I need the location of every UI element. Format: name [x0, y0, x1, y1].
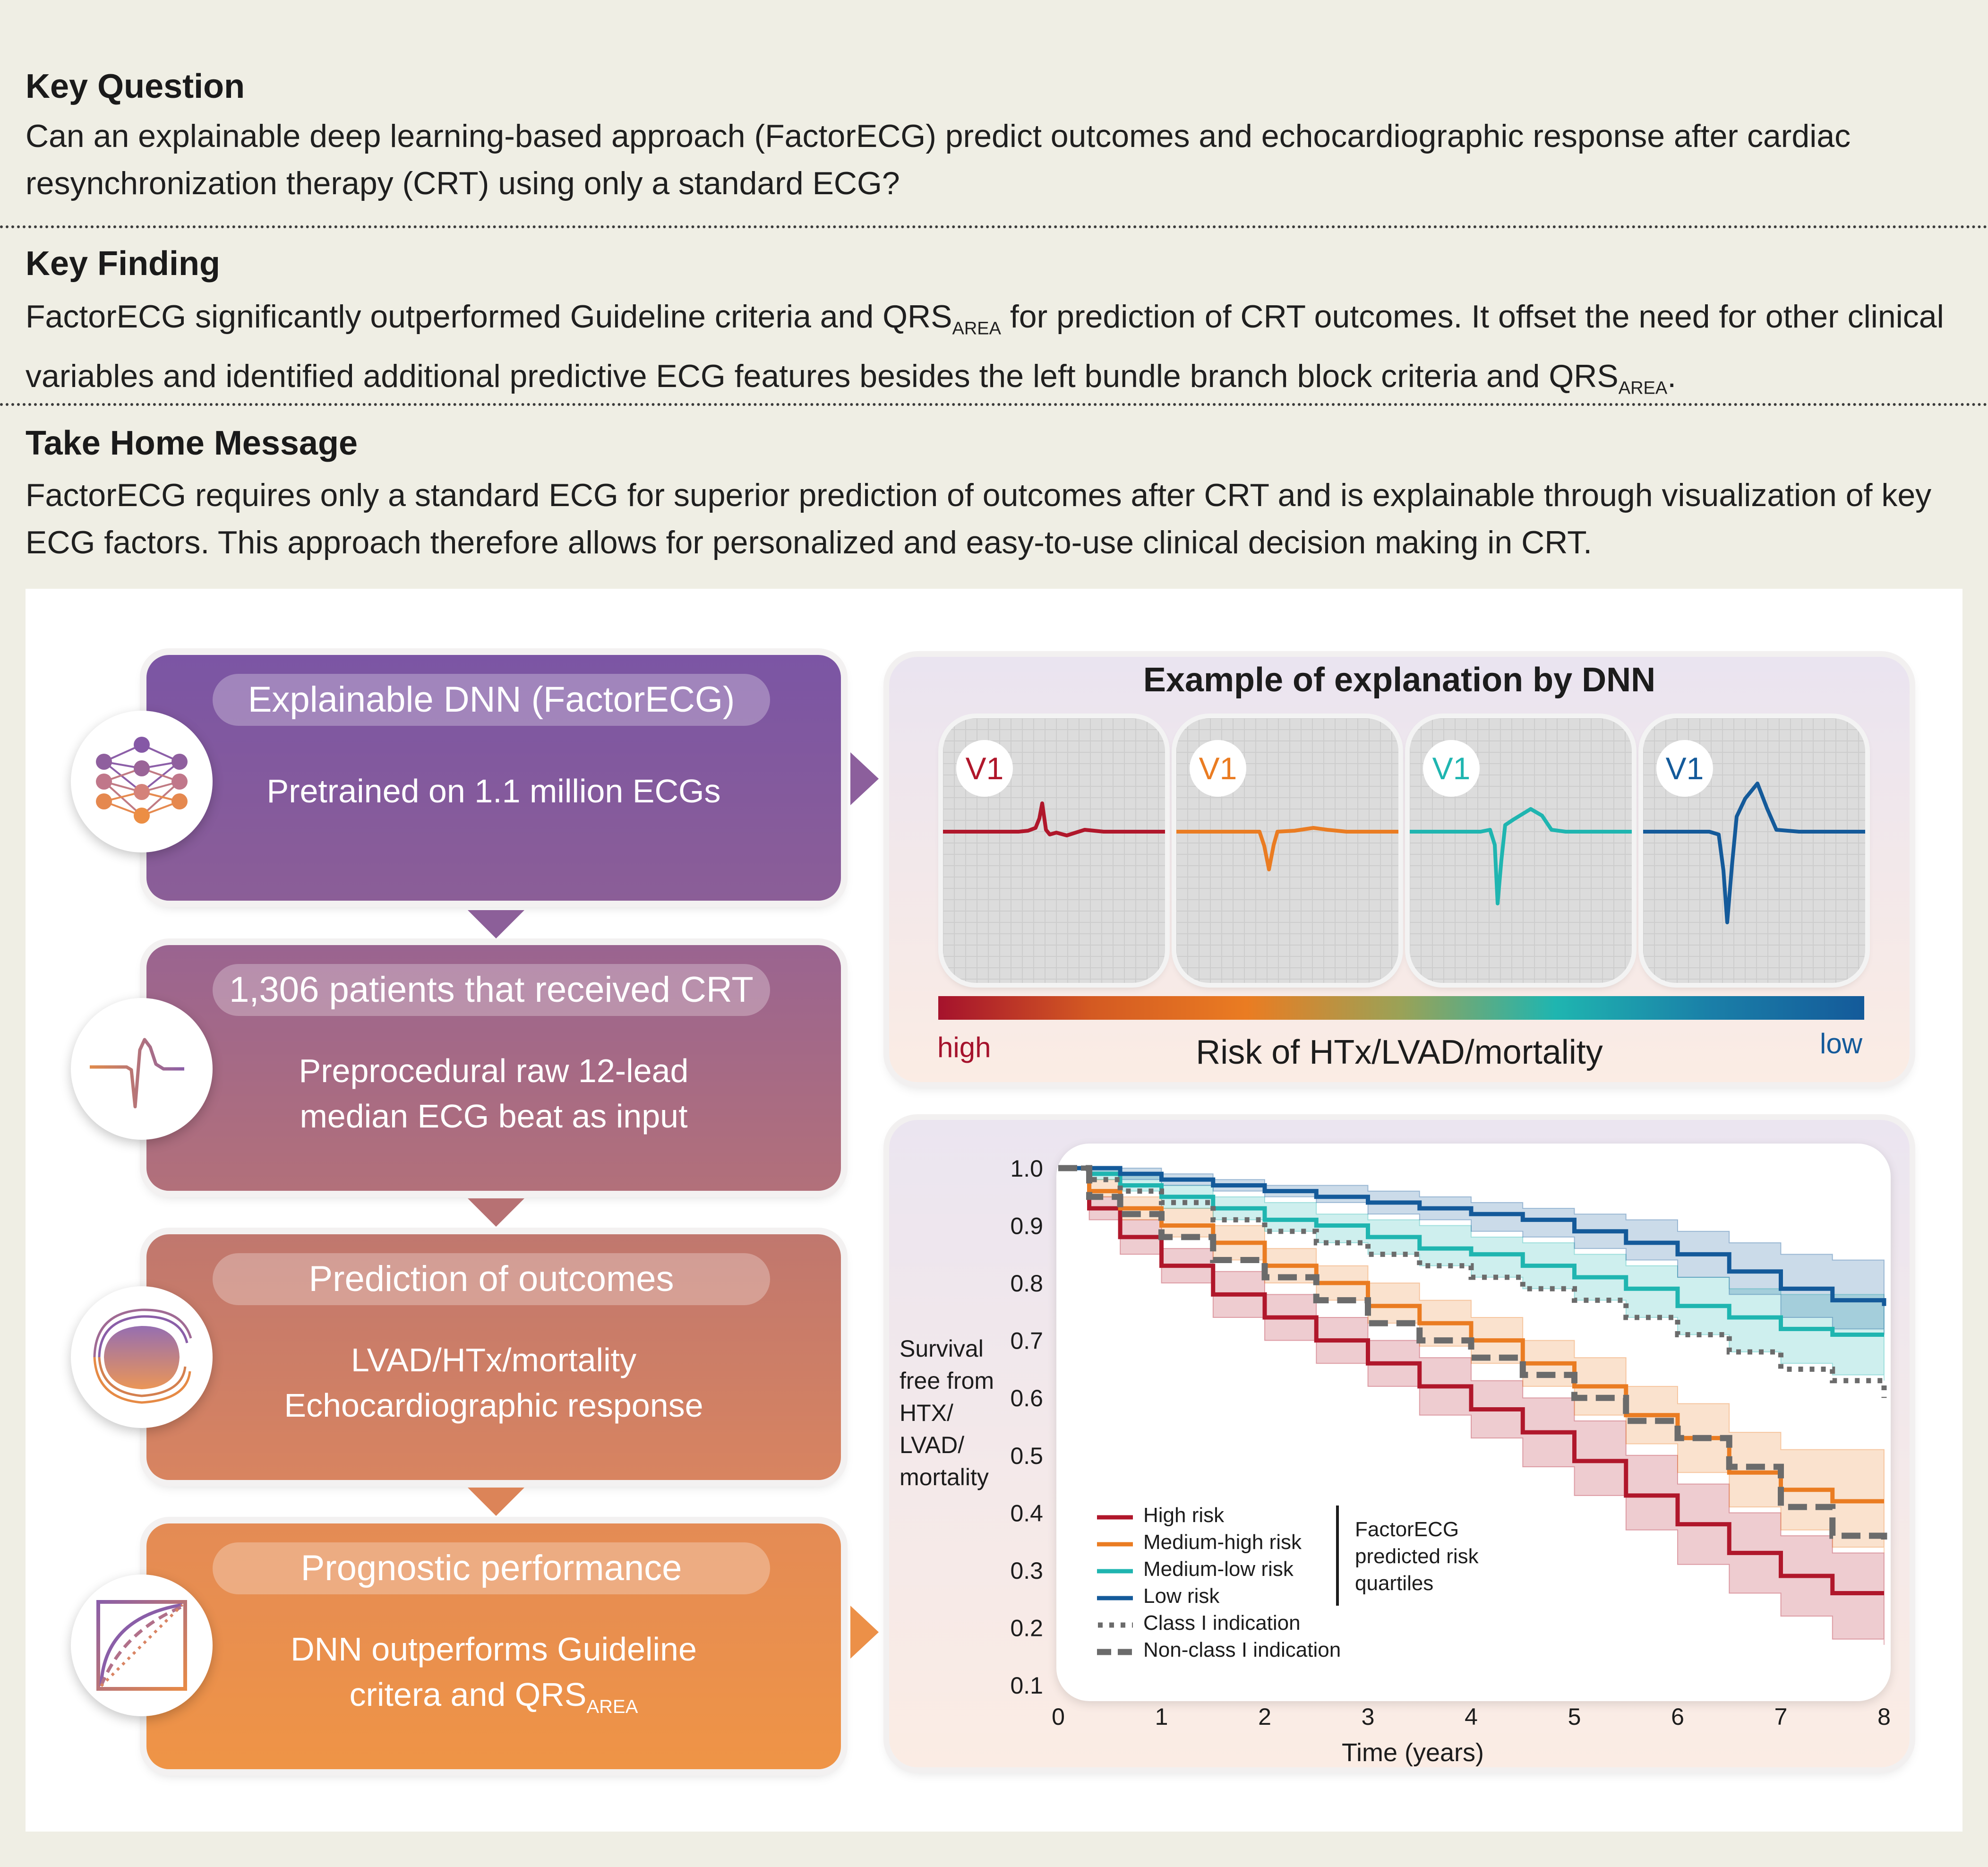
km-legend: High risk Medium-high risk Medium-low risk… — [1096, 1502, 1341, 1663]
x-tick-label: 6 — [1671, 1704, 1684, 1730]
x-tick-label: 0 — [1052, 1704, 1065, 1730]
km-xlabel: Time (years) — [1342, 1738, 1484, 1767]
km-ci-band — [1058, 1168, 1885, 1335]
pacemaker-device-icon — [71, 1286, 213, 1428]
legend-entry: Medium-high risk — [1097, 1531, 1302, 1554]
flow-box-performance: Prognostic performance DNN outperforms G… — [146, 1523, 841, 1769]
scale-low-label: low — [1820, 1028, 1863, 1059]
take-home-text: FactorECG requires only a standard ECG f… — [26, 477, 1932, 560]
ecg-lead-label: V1 — [1423, 740, 1480, 797]
flow-title: Explainable DNN (FactorECG) — [213, 674, 770, 726]
y-tick-label: 0.6 — [1010, 1385, 1043, 1411]
y-tick-label: 0.5 — [1010, 1443, 1043, 1469]
roc-curve-icon — [71, 1574, 213, 1716]
flow-box-patients: 1,306 patients that received CRT Preproc… — [146, 945, 841, 1191]
flow-text: median ECG beat as input — [300, 1098, 688, 1135]
legend-entry: Low risk — [1097, 1584, 1220, 1608]
risk-color-scale — [938, 996, 1864, 1020]
scale-high-label: high — [937, 1032, 991, 1063]
key-question-text: Can an explainable deep learning-based a… — [26, 118, 1851, 201]
divider — [0, 225, 1988, 228]
ecg-lead-card: V1 — [1643, 718, 1865, 983]
flow-arrow — [468, 910, 524, 938]
flow-box-dnn: Explainable DNN (FactorECG) Pretrained o… — [146, 655, 841, 901]
legend-entry: Class I indication — [1098, 1611, 1301, 1635]
flow-text: Preprocedural raw 12-lead — [299, 1052, 689, 1089]
ecg-lead-label: V1 — [956, 740, 1013, 797]
divider — [0, 403, 1988, 406]
x-tick-label: 8 — [1877, 1704, 1891, 1730]
km-series-line — [1058, 1166, 1884, 1596]
flow-text: critera and QRSAREA — [349, 1676, 638, 1717]
y-tick-label: 0.7 — [1010, 1328, 1043, 1354]
legend-entry: Medium-low risk — [1097, 1557, 1294, 1581]
flow-title: Prediction of outcomes — [213, 1253, 770, 1305]
ylabel-line: free from — [900, 1368, 994, 1394]
neural-network-icon — [71, 711, 213, 852]
legend-entry: High risk — [1097, 1504, 1225, 1527]
km-series-line — [1058, 1165, 1887, 1542]
x-tick-label: 3 — [1362, 1704, 1375, 1730]
km-series-line — [1058, 1165, 1887, 1398]
flow-title: 1,306 patients that received CRT — [213, 964, 770, 1016]
take-home-title: Take Home Message — [26, 424, 358, 462]
group-label-line: predicted risk — [1355, 1545, 1479, 1568]
x-tick-label: 7 — [1774, 1704, 1788, 1730]
y-tick-label: 0.1 — [1010, 1672, 1043, 1699]
x-tick-label: 2 — [1258, 1704, 1271, 1730]
legend-entry: Non-class I indication — [1097, 1638, 1341, 1661]
ecg-lead-card: V1 — [1176, 718, 1398, 983]
flow-arrow — [468, 1198, 524, 1227]
x-tick-label: 5 — [1568, 1704, 1581, 1730]
ecg-lead-label: V1 — [1656, 740, 1713, 797]
ylabel-line: Survival — [900, 1335, 984, 1362]
x-tick-label: 1 — [1155, 1704, 1168, 1730]
y-tick-label: 0.3 — [1010, 1557, 1043, 1584]
scale-caption: Risk of HTx/LVAD/mortality — [1196, 1033, 1603, 1071]
x-tick-label: 4 — [1465, 1704, 1478, 1730]
key-finding-text: FactorECG significantly outperformed Gui… — [26, 299, 1944, 398]
flow-text: Echocardiographic response — [284, 1387, 703, 1424]
ylabel-line: mortality — [900, 1464, 989, 1490]
flow-title: Prognostic performance — [213, 1542, 770, 1594]
ecg-lead-card: V1 — [1410, 718, 1632, 983]
y-tick-label: 0.4 — [1010, 1500, 1043, 1526]
y-tick-label: 1.0 — [1010, 1155, 1043, 1182]
ylabel-line: LVAD/ — [900, 1432, 965, 1458]
legend-bracket — [1336, 1506, 1339, 1606]
group-label-line: FactorECG — [1355, 1518, 1459, 1541]
legend-group-label: FactorECG predicted risk quartiles — [1355, 1516, 1479, 1597]
group-label-line: quartiles — [1355, 1572, 1434, 1595]
ecg-beat-icon — [71, 998, 213, 1140]
flow-arrow-right — [850, 1606, 879, 1659]
explanation-title: Example of explanation by DNN — [1143, 661, 1656, 699]
flow-arrow-right — [850, 752, 879, 805]
flow-box-prediction: Prediction of outcomes LVAD/HTx/mortalit… — [146, 1234, 841, 1480]
y-tick-label: 0.8 — [1010, 1270, 1043, 1297]
flow-text: DNN outperforms Guideline — [291, 1631, 697, 1668]
flow-text: LVAD/HTx/mortality — [351, 1342, 637, 1378]
y-tick-label: 0.2 — [1010, 1615, 1043, 1641]
km-series-line — [1058, 1166, 1886, 1306]
flow-text: Pretrained on 1.1 million ECGs — [266, 773, 721, 809]
km-ylabel: Survival free from HTX/ LVAD/ mortality — [900, 1333, 1013, 1493]
key-finding-title: Key Finding — [26, 245, 220, 283]
ylabel-line: HTX/ — [900, 1400, 953, 1426]
flow-arrow — [468, 1488, 524, 1516]
y-tick-label: 0.9 — [1010, 1213, 1043, 1239]
key-question-title: Key Question — [26, 68, 245, 105]
ecg-lead-label: V1 — [1190, 740, 1246, 797]
ecg-lead-card: V1 — [943, 718, 1165, 983]
